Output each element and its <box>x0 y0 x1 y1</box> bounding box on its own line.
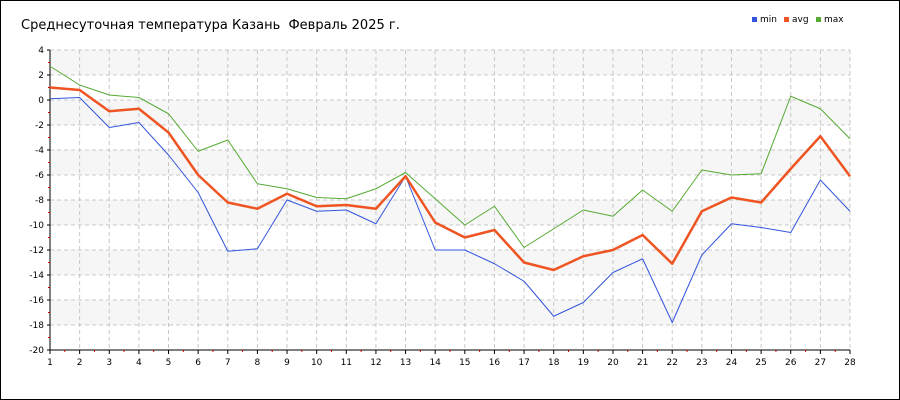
x-tick-label: 2 <box>77 358 83 368</box>
background-band <box>50 150 850 175</box>
x-tick-label: 15 <box>459 358 470 368</box>
y-tick-label: -20 <box>29 346 44 356</box>
legend-label-max: max <box>824 15 844 25</box>
legend-swatch-min <box>752 17 757 22</box>
x-tick-label: 8 <box>255 358 261 368</box>
x-tick-label: 26 <box>785 358 797 368</box>
y-tick-label: 0 <box>38 96 44 106</box>
x-tick-label: 9 <box>284 358 290 368</box>
y-tick-label: -2 <box>35 121 44 131</box>
x-tick-label: 27 <box>815 358 826 368</box>
x-tick-label: 4 <box>136 358 142 368</box>
y-tick-label: -16 <box>29 296 44 306</box>
y-tick-label: -8 <box>35 196 44 206</box>
x-tick-label: 5 <box>166 358 172 368</box>
background-band <box>50 250 850 275</box>
y-tick-label: -6 <box>35 171 44 181</box>
legend-swatch-max <box>816 17 821 22</box>
x-tick-label: 12 <box>370 358 381 368</box>
x-tick-label: 17 <box>518 358 529 368</box>
series-line-avg <box>49 86 852 272</box>
y-tick-label: -14 <box>29 271 44 281</box>
x-tick-label: 25 <box>755 358 766 368</box>
y-tick-label: 2 <box>38 71 44 81</box>
x-tick-label: 20 <box>607 358 619 368</box>
x-tick-label: 16 <box>489 358 501 368</box>
x-tick-label: 21 <box>637 358 648 368</box>
x-tick-label: 18 <box>548 358 560 368</box>
y-tick-label: 4 <box>38 46 44 56</box>
y-tick-label: -18 <box>29 321 44 331</box>
x-tick-label: 19 <box>578 358 590 368</box>
y-tick-label: -4 <box>35 146 44 156</box>
x-tick-label: 10 <box>311 358 323 368</box>
chart-title: Среднесуточная температура Казань Феврал… <box>21 18 400 33</box>
x-tick-label: 7 <box>225 358 231 368</box>
x-tick-label: 22 <box>666 358 677 368</box>
legend-swatch-avg <box>784 17 789 22</box>
x-tick-label: 28 <box>844 358 856 368</box>
x-tick-label: 23 <box>696 358 707 368</box>
x-tick-label: 14 <box>429 358 441 368</box>
x-tick-label: 3 <box>106 358 112 368</box>
legend-label-min: min <box>760 15 777 25</box>
background-band <box>50 300 850 325</box>
series-line-max <box>49 65 851 248</box>
y-tick-label: -10 <box>29 221 44 231</box>
series-line-min <box>49 97 851 323</box>
legend-label-avg: avg <box>792 15 809 25</box>
x-tick-label: 13 <box>400 358 411 368</box>
y-tick-label: -12 <box>29 246 44 256</box>
x-tick-label: 11 <box>341 358 352 368</box>
x-tick-label: 6 <box>195 358 201 368</box>
background-band <box>50 100 850 125</box>
x-tick-label: 1 <box>47 358 53 368</box>
background-band <box>50 50 850 75</box>
x-tick-label: 24 <box>726 358 738 368</box>
